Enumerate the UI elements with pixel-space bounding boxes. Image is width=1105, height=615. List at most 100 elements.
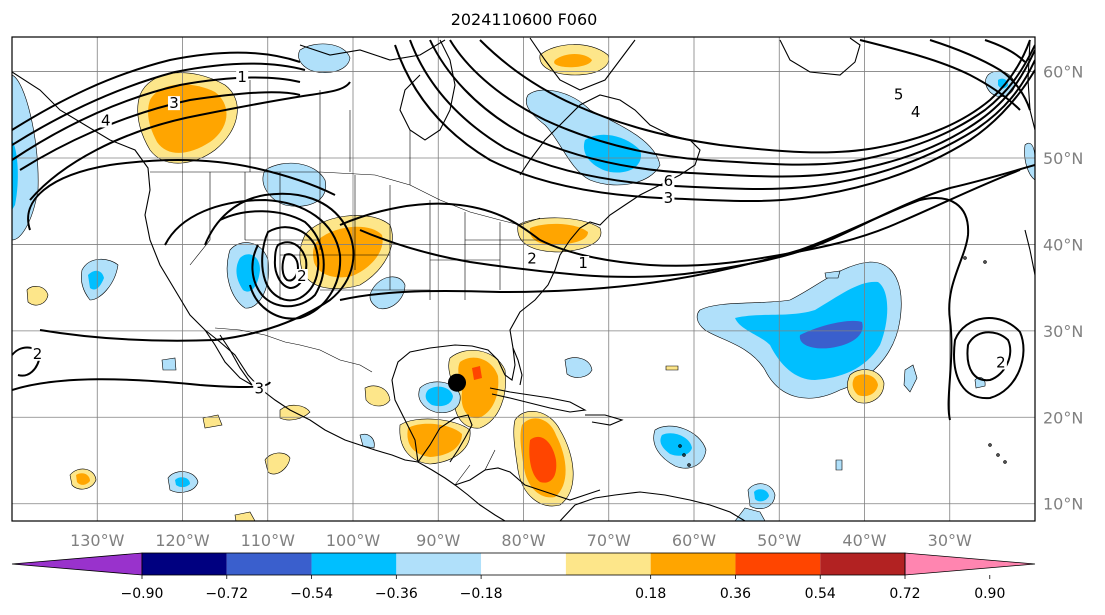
coastline-greenland — [529, 37, 636, 91]
anomaly-area — [835, 459, 843, 471]
anomaly-area — [458, 357, 499, 419]
colorbar-segment — [481, 553, 566, 575]
colorbar-segment — [565, 553, 651, 575]
latitude-label: 50°N — [1043, 149, 1083, 168]
anomaly-area — [1024, 142, 1035, 181]
contour-label: 3 — [254, 379, 264, 397]
longitude-label: 50°W — [757, 531, 801, 550]
anomaly-area — [88, 270, 104, 290]
contour-line — [429, 39, 1035, 178]
coastlines — [12, 37, 1035, 521]
contour-line — [984, 39, 1026, 63]
anomaly-area — [564, 357, 593, 378]
anomaly-area — [359, 433, 375, 449]
latitude-label: 20°N — [1043, 408, 1083, 427]
coastline-gulf-of-mexico — [391, 239, 571, 463]
contour-label: 2 — [33, 345, 43, 363]
coastline-baja — [204, 329, 253, 386]
border-state — [189, 172, 540, 300]
contour-label: 1 — [237, 68, 247, 86]
political-borders — [150, 80, 541, 486]
longitude-labels: 130°W 120°W 110°W 100°W 90°W 80°W 70°W 60°W 50°W… — [70, 531, 972, 550]
colorbar-segment — [396, 553, 482, 575]
longitude-label: 60°W — [672, 531, 716, 550]
anomaly-area — [425, 386, 453, 407]
contour-label-background — [253, 381, 266, 396]
contour-label-background — [99, 113, 112, 128]
contour-label-background — [994, 355, 1007, 370]
anomaly-area — [313, 226, 383, 278]
anomaly-area — [903, 364, 918, 393]
contour-line — [339, 169, 1021, 267]
contour-line — [19, 91, 301, 171]
island — [687, 463, 691, 467]
island — [988, 443, 992, 447]
border-canadian-province — [249, 80, 411, 185]
border-central-america — [454, 449, 496, 486]
contour-label-background — [526, 251, 539, 266]
colorbar-extend-high — [904, 552, 1036, 576]
longitude-label: 110°W — [241, 531, 296, 550]
contour-line — [859, 39, 1021, 111]
colorbar-segment — [735, 553, 821, 575]
storm-center-marker — [448, 373, 467, 392]
contour-line — [39, 192, 355, 342]
contour-label: 3 — [169, 94, 179, 112]
colorbar-segment — [142, 553, 227, 575]
map-title: 2024110600 F060 — [450, 10, 598, 29]
anomaly-area — [998, 78, 1008, 89]
contour-label-background — [892, 87, 905, 102]
colorbar-extend-low — [11, 552, 143, 576]
island — [983, 260, 987, 264]
anomaly-area — [554, 54, 592, 68]
colorbar-tick-label: 0.36 — [720, 586, 751, 602]
contour-line — [449, 39, 1035, 166]
anomaly-area — [26, 286, 49, 306]
contour-label-background — [662, 173, 675, 188]
anomaly-area — [852, 374, 878, 397]
anomaly-area — [665, 365, 679, 371]
latitude-label: 10°N — [1043, 495, 1083, 514]
latitude-label: 40°N — [1043, 235, 1083, 254]
anomaly-area — [583, 134, 641, 173]
contour-line — [29, 81, 351, 201]
anomaly-area — [660, 433, 692, 456]
contour-label-background — [31, 346, 44, 361]
latitude-label: 30°N — [1043, 322, 1083, 341]
latitude-labels: 60°N 50°N 40°N 30°N 20°N 10°N — [1043, 63, 1083, 514]
anomaly-area — [148, 84, 227, 153]
longitude-label: 70°W — [587, 531, 631, 550]
colorbar-segment — [650, 553, 736, 575]
contour-line — [281, 253, 300, 282]
contour-label: 4 — [101, 111, 111, 129]
coastline-cuba — [489, 387, 587, 413]
anomaly-area — [202, 414, 223, 429]
longitude-label: 40°W — [842, 531, 886, 550]
colorbar-tick-label: −0.90 — [121, 586, 164, 602]
longitude-label: 90°W — [416, 531, 460, 550]
contour-line — [164, 198, 342, 320]
contour-label-background — [49, 18, 61, 32]
contour-label: 2 — [996, 353, 1006, 371]
longitude-label: 120°W — [155, 531, 210, 550]
colorbar-tick-label: 0.72 — [889, 586, 920, 602]
contour-label-background — [236, 70, 249, 85]
colorbar-tick-label: 0.18 — [635, 586, 666, 602]
colorbar-tick-label: 0.54 — [805, 586, 836, 602]
island — [996, 453, 1000, 457]
coastline-yucatan — [417, 414, 473, 463]
island — [963, 256, 967, 260]
longitude-label: 100°W — [326, 531, 381, 550]
island — [1003, 460, 1007, 464]
colorbar-segment — [311, 553, 397, 575]
island — [678, 444, 682, 448]
contour-line — [219, 210, 325, 308]
contour-label: 3 — [664, 189, 674, 207]
contour-label-background — [935, 18, 947, 32]
contour-label: 1 — [936, 16, 946, 34]
border-us-mexico — [214, 327, 373, 373]
contour-label: 2 — [527, 250, 537, 268]
contour-label: 2 — [297, 267, 307, 285]
contour-label-background — [577, 256, 590, 271]
